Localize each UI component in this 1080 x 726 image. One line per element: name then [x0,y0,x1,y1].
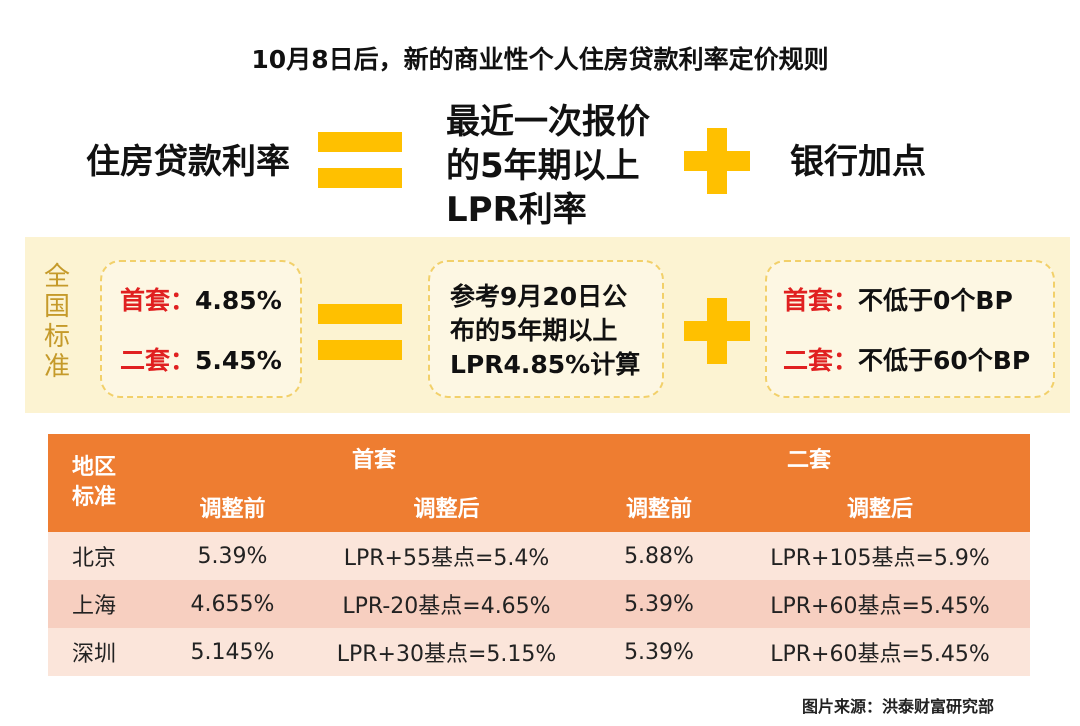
region-standard-header: 地区 标准 [48,434,160,532]
table-cell: LPR+105基点=5.9% [730,532,1031,580]
national-rate-box: 首套：4.85% 二套：5.45% [100,260,302,398]
plus-sign [684,298,750,364]
column-header: 调整后 [305,482,589,532]
table-cell: LPR+60基点=5.45% [730,580,1031,628]
region-cell: 北京 [48,532,160,580]
second-home-header: 二套 [588,434,1031,482]
equals-sign [318,304,402,360]
column-header: 调整前 [588,482,731,532]
table-cell: 5.39% [588,628,731,676]
formula-left-term: 住房贷款利率 [86,142,290,182]
table-cell: LPR+60基点=5.45% [730,628,1031,676]
table-row: 深圳 5.145% LPR+30基点=5.15% 5.39% LPR+60基点=… [48,628,1031,676]
first-home-rate: 首套：4.85% [120,286,282,315]
plus-sign [684,128,750,194]
lpr-reference-line: 参考9月20日公 [450,282,628,311]
table-cell: 5.145% [160,628,305,676]
first-home-bp: 首套：不低于0个BP [783,286,1013,315]
lpr-reference-line: LPR4.85%计算 [450,350,641,379]
table-row: 上海 4.655% LPR-20基点=4.65% 5.39% LPR+60基点=… [48,580,1031,628]
first-home-header: 首套 [160,434,589,482]
table-cell: 5.39% [160,532,305,580]
table-cell: LPR-20基点=4.65% [305,580,589,628]
column-header: 调整后 [730,482,1031,532]
lpr-reference-line: 布的5年期以上 [450,316,618,345]
table-cell: 5.88% [588,532,731,580]
formula-middle-line: LPR利率 [446,190,587,230]
national-standard-label: 全 国 标 准 [43,262,70,382]
image-source: 图片来源：洪泰财富研究部 [801,697,994,716]
page-title: 10月8日后，新的商业性个人住房贷款利率定价规则 [251,45,829,74]
second-home-rate: 二套：5.45% [120,346,282,375]
region-cell: 上海 [48,580,160,628]
column-header: 调整前 [160,482,305,532]
formula-middle-term: 最近一次报价 的5年期以上 LPR利率 [446,100,650,232]
second-home-bp: 二套：不低于60个BP [783,346,1031,375]
bank-basis-point-box: 首套：不低于0个BP 二套：不低于60个BP [765,260,1055,398]
table-cell: 4.655% [160,580,305,628]
table-cell: LPR+30基点=5.15% [305,628,589,676]
table-cell: LPR+55基点=5.4% [305,532,589,580]
formula-right-term: 银行加点 [790,142,926,182]
lpr-reference-box: 参考9月20日公 布的5年期以上 LPR4.85%计算 [428,260,664,398]
table-cell: 5.39% [588,580,731,628]
regional-rates-table: 地区 标准 首套 二套 调整前 调整后 调整前 调整后 北京 5.39% LPR… [48,434,1031,676]
formula-middle-line: 最近一次报价 [446,102,650,142]
equals-sign [318,132,402,188]
region-cell: 深圳 [48,628,160,676]
table-row: 北京 5.39% LPR+55基点=5.4% 5.88% LPR+105基点=5… [48,532,1031,580]
formula-middle-line: 的5年期以上 [446,146,640,186]
